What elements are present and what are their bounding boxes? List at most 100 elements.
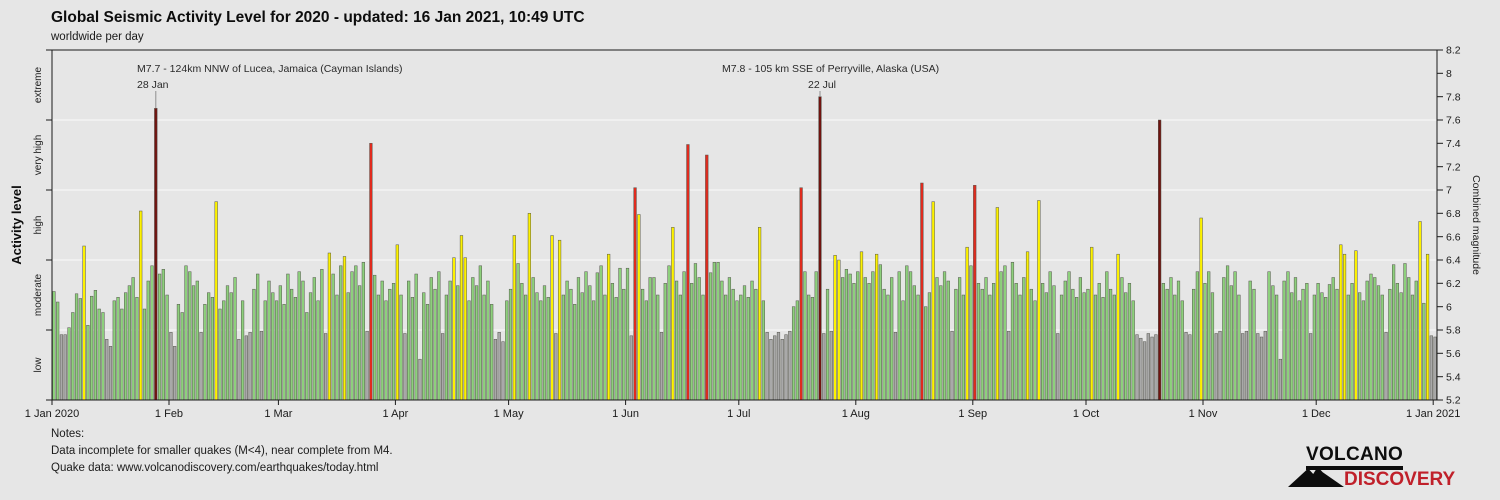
day-bar	[1414, 280, 1418, 401]
day-bar	[414, 273, 418, 401]
day-bar	[1199, 217, 1203, 401]
day-bar	[1093, 294, 1098, 401]
day-bar	[1350, 283, 1354, 401]
day-bar	[859, 251, 864, 401]
day-bar	[557, 239, 562, 401]
day-bar	[1146, 333, 1150, 401]
day-bar	[841, 277, 845, 401]
day-bar	[795, 300, 799, 401]
day-bar	[244, 335, 248, 401]
day-bar	[924, 306, 928, 401]
day-bar	[1029, 288, 1033, 401]
day-bar	[946, 280, 950, 401]
day-bar	[667, 265, 671, 401]
day-bar	[742, 285, 747, 401]
day-bar	[184, 265, 188, 401]
day-bar	[1222, 277, 1226, 401]
day-bar	[1018, 294, 1022, 401]
day-bar	[1256, 333, 1260, 401]
day-bar	[735, 300, 739, 401]
day-bar	[1248, 280, 1252, 401]
day-bar	[1237, 294, 1241, 401]
day-bar	[188, 271, 192, 401]
month-tick-label: 1 Aug	[842, 408, 870, 420]
day-bar	[274, 300, 279, 401]
day-bar	[822, 333, 826, 401]
day-bar	[233, 277, 237, 401]
day-bar	[1203, 283, 1207, 401]
day-bar	[1176, 280, 1181, 401]
day-bar	[1003, 265, 1007, 401]
day-bar	[1071, 288, 1075, 401]
day-bar	[818, 96, 822, 401]
magnitude-tick-label: 6.4	[1446, 255, 1461, 267]
day-bar	[301, 280, 305, 401]
day-bar	[486, 280, 490, 401]
day-bar	[1037, 200, 1041, 401]
day-bar	[1305, 283, 1309, 401]
day-bar	[958, 277, 962, 401]
day-bar	[603, 294, 607, 401]
activity-level-tick-label: moderate	[33, 273, 44, 316]
day-bar	[720, 280, 724, 401]
day-bar	[312, 277, 316, 401]
magnitude-tick-label: 8	[1446, 68, 1452, 80]
notes-heading: Notes:	[51, 428, 85, 440]
day-bar	[697, 277, 701, 401]
day-bar	[1308, 333, 1313, 401]
month-tick-label: 1 Oct	[1073, 408, 1099, 420]
day-bar	[1120, 277, 1124, 401]
day-bar	[422, 292, 426, 401]
day-bar	[199, 332, 203, 401]
day-bar	[1342, 253, 1347, 401]
day-bar	[1086, 288, 1090, 401]
magnitude-tick-label: 7	[1446, 185, 1452, 197]
volcanodiscovery-logo[interactable]: VOLCANO DISCOVERY	[1288, 444, 1496, 496]
day-bar	[1150, 336, 1154, 401]
day-bar	[384, 300, 388, 401]
day-bar	[641, 288, 645, 401]
day-bar	[237, 339, 241, 401]
month-tick-label: 1 Jul	[727, 408, 750, 420]
day-bar	[863, 277, 867, 401]
day-bar	[1320, 292, 1324, 401]
day-bar	[878, 264, 882, 401]
day-bar	[867, 283, 871, 401]
day-bar	[852, 283, 856, 401]
day-bar	[290, 288, 294, 401]
day-bar	[882, 288, 886, 401]
day-bar	[1158, 119, 1162, 401]
day-bar	[1354, 250, 1358, 401]
day-bar	[614, 297, 618, 401]
day-bar	[225, 285, 230, 401]
day-bar	[686, 144, 690, 401]
day-bar	[539, 300, 543, 401]
day-bar	[1225, 265, 1230, 401]
day-bar	[607, 253, 611, 401]
day-bar	[716, 262, 720, 401]
day-bar	[671, 227, 675, 401]
day-bar	[1335, 288, 1339, 401]
day-bar	[1312, 294, 1316, 401]
day-bar	[584, 271, 588, 401]
day-bar	[625, 267, 630, 401]
day-bar	[546, 297, 550, 401]
day-bar	[1395, 283, 1399, 401]
day-bar	[829, 330, 833, 401]
day-bar	[776, 332, 781, 401]
day-bar	[320, 269, 324, 401]
day-bar	[761, 300, 765, 401]
day-bar	[875, 253, 879, 401]
day-bar	[373, 274, 377, 401]
day-bar	[905, 265, 909, 401]
day-bar	[750, 280, 754, 401]
day-bar	[214, 201, 218, 401]
day-bar	[1403, 263, 1407, 401]
day-bar	[656, 294, 660, 401]
magnitude-tick-label: 5.4	[1446, 371, 1461, 383]
day-bar	[357, 285, 362, 401]
day-bar	[1101, 297, 1105, 401]
day-bar	[1293, 277, 1298, 401]
day-bar	[927, 292, 932, 401]
